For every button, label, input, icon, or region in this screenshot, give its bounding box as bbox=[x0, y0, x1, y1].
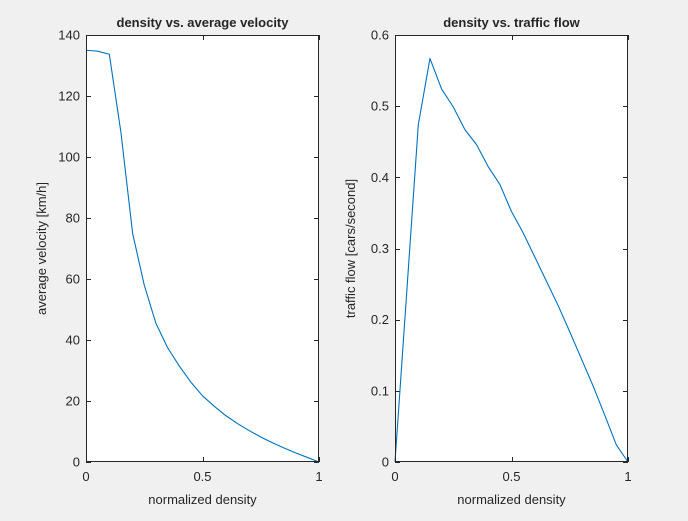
axes-right-xlabel: normalized density bbox=[457, 492, 566, 507]
axes-left-series-line bbox=[85, 49, 320, 463]
axes-left-ytick-label: 80 bbox=[66, 211, 80, 226]
axes-right-series-line bbox=[394, 57, 629, 463]
axes-right-ticks: 0 0.5 1 0 0.1 0.2 0.3 0.4 0.5 0.6 bbox=[371, 28, 632, 485]
axes-right-ylabel: traffic flow [cars/second] bbox=[343, 179, 358, 318]
axes-left-frame bbox=[86, 35, 319, 462]
axes-left-ytick-label: 120 bbox=[58, 89, 80, 104]
axes-right-xtick-label: 0.5 bbox=[502, 469, 520, 484]
axes-right: density vs. traffic flow normalized dens… bbox=[343, 15, 632, 507]
axes-left: density vs. average velocity normalized … bbox=[34, 15, 323, 507]
axes-right-ytick-label: 0 bbox=[382, 455, 389, 470]
axes-left-ytick-label: 40 bbox=[66, 333, 80, 348]
axes-right-title: density vs. traffic flow bbox=[443, 15, 580, 30]
axes-left-ylabel: average velocity [km/h] bbox=[34, 182, 49, 315]
axes-right-ytick-label: 0.2 bbox=[371, 312, 389, 327]
axes-right-background bbox=[395, 35, 628, 462]
axes-right-ytick-label: 0.4 bbox=[371, 170, 389, 185]
axes-left-title: density vs. average velocity bbox=[117, 15, 290, 30]
axes-right-plot bbox=[394, 57, 629, 463]
axes-left-ytick-label: 0 bbox=[73, 455, 80, 470]
axes-right-xtick-label: 1 bbox=[624, 469, 631, 484]
axes-right-ytick-label: 0.1 bbox=[371, 383, 389, 398]
axes-right-ytick-label: 0.5 bbox=[371, 99, 389, 114]
axes-left-xtick-label: 1 bbox=[315, 469, 322, 484]
axes-left-background bbox=[86, 35, 319, 462]
axes-right-ytick-label: 0.6 bbox=[371, 28, 389, 43]
axes-left-ytick-label: 20 bbox=[66, 394, 80, 409]
axes-right-xtick-label: 0 bbox=[391, 469, 398, 484]
axes-left-xtick-label: 0 bbox=[82, 469, 89, 484]
axes-left-plot bbox=[85, 49, 320, 463]
axes-right-ytick-label: 0.3 bbox=[371, 241, 389, 256]
axes-left-ytick-label: 60 bbox=[66, 272, 80, 287]
axes-right-frame bbox=[395, 35, 628, 462]
axes-left-xlabel: normalized density bbox=[148, 492, 257, 507]
axes-left-xtick-label: 0.5 bbox=[193, 469, 211, 484]
axes-left-ytick-label: 140 bbox=[58, 28, 80, 43]
axes-left-ytick-label: 100 bbox=[58, 150, 80, 165]
